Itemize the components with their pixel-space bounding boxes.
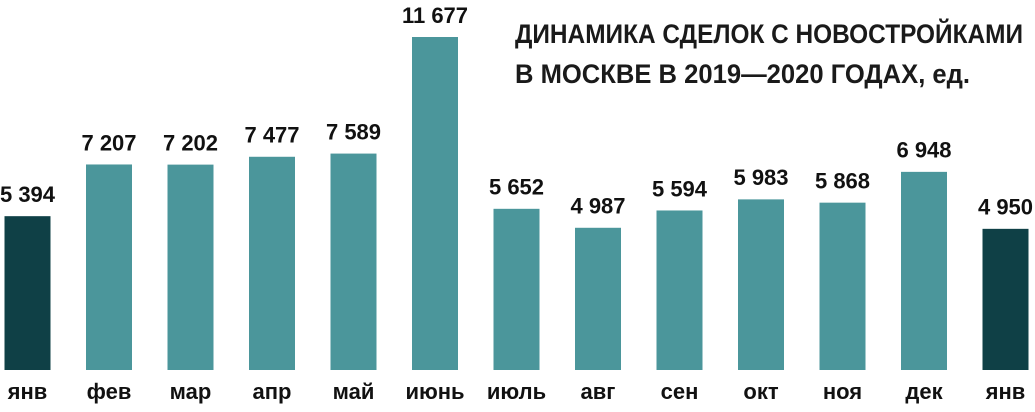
value-label: 7 202 (163, 130, 218, 155)
x-tick-label: ноя (823, 379, 862, 404)
bar (901, 171, 947, 370)
chart-title: В МОСКВЕ В 2019—2020 ГОДАХ, ед. (515, 59, 970, 89)
x-tick-label: фев (87, 379, 132, 404)
bar (4, 216, 51, 370)
value-label: 5 652 (489, 175, 544, 200)
chart-title: ДИНАМИКА СДЕЛОК С НОВОСТРОЙКАМИ (515, 18, 1023, 49)
bar (493, 208, 540, 370)
bar (330, 153, 377, 370)
value-label: 5 868 (815, 168, 870, 193)
bar (249, 156, 295, 370)
x-tick-label: дек (905, 379, 943, 404)
x-tick-label: апр (253, 379, 292, 404)
bar (738, 199, 784, 370)
x-tick-label: янв (985, 379, 1026, 404)
bar (982, 228, 1029, 370)
x-tick-label: авг (581, 379, 616, 404)
value-label: 7 589 (326, 119, 381, 144)
value-label: 5 983 (733, 165, 788, 190)
value-label: 5 394 (0, 182, 56, 207)
value-label: 7 477 (244, 123, 299, 148)
value-label: 4 950 (978, 195, 1033, 220)
x-tick-label: июль (487, 379, 546, 404)
bar (86, 164, 132, 370)
value-label: 5 594 (652, 176, 708, 201)
value-label: 7 207 (81, 130, 136, 155)
bar (819, 202, 866, 370)
bar (167, 164, 214, 370)
x-tick-label: янв (7, 379, 48, 404)
value-label: 6 948 (896, 138, 951, 163)
x-tick-label: июнь (405, 379, 464, 404)
x-tick-label: май (333, 379, 375, 404)
bar (656, 210, 703, 370)
bar (412, 37, 458, 370)
bar (575, 227, 621, 370)
x-tick-label: мар (170, 379, 212, 404)
x-tick-label: сен (661, 379, 699, 404)
value-label: 11 677 (402, 3, 468, 28)
x-tick-label: окт (743, 379, 778, 404)
value-label: 4 987 (570, 194, 625, 219)
